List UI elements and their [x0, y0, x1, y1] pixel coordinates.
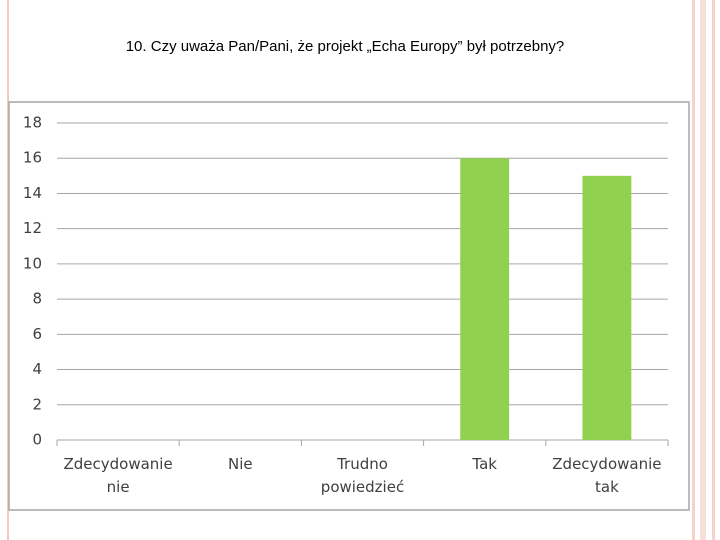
- y-tick-label: 12: [23, 219, 42, 237]
- chart-title: 10. Czy uważa Pan/Pani, że projekt „Echa…: [125, 38, 565, 55]
- y-tick-label: 4: [32, 360, 42, 378]
- x-tick-label: Tak: [472, 455, 497, 473]
- y-tick-label: 10: [23, 254, 42, 272]
- y-tick-label: 0: [32, 431, 42, 449]
- x-tick-label: Nie: [227, 455, 253, 473]
- y-tick-label: 18: [23, 114, 42, 132]
- x-tick-label: Zdecydowanie tak: [552, 455, 662, 496]
- y-tick-label: 6: [32, 325, 42, 343]
- y-tick-label: 16: [23, 149, 42, 167]
- y-tick-label: 2: [32, 395, 42, 413]
- bar: [582, 175, 632, 441]
- chart-frame: [8, 101, 690, 511]
- y-tick-label: 14: [23, 184, 42, 202]
- bar: [460, 158, 510, 440]
- left-stripe: [7, 0, 9, 540]
- y-tick-label: 8: [32, 290, 42, 308]
- right-stripe: [712, 0, 715, 540]
- right-stripe: [692, 0, 695, 540]
- x-tick-label: Zdecydowanie nie: [63, 455, 173, 496]
- right-stripe: [700, 0, 706, 540]
- x-tick-label: Trudno powiedzieć: [320, 455, 405, 496]
